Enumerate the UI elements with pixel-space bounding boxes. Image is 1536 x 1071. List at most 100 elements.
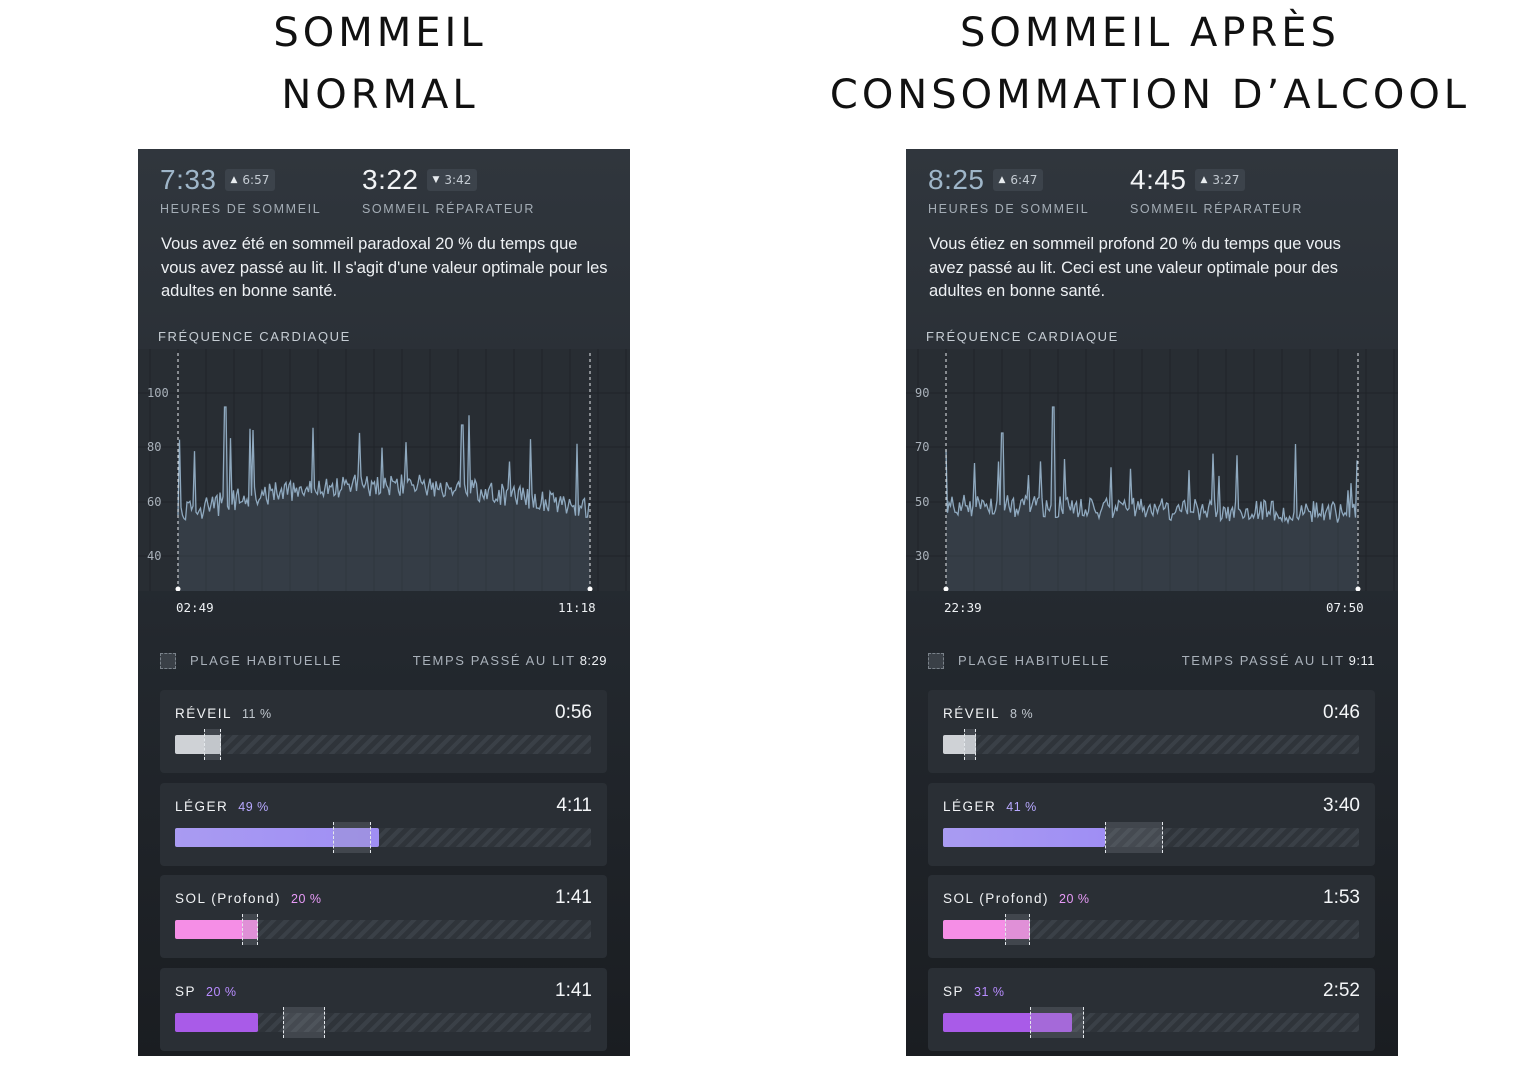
- restorative-badge-value: 3:42: [444, 173, 472, 187]
- y-tick-label: 80: [147, 440, 161, 454]
- start-marker-dot: [943, 586, 949, 591]
- stage-bar-track: [943, 1007, 1359, 1038]
- hours-comparison-badge: ▲ 6:47: [992, 169, 1044, 191]
- stage-duration: 2:52: [1323, 980, 1360, 1001]
- y-tick-label: 60: [147, 495, 161, 509]
- restorative-value: 3:22: [362, 164, 419, 195]
- y-tick-label: 50: [915, 495, 929, 509]
- stage-bar-fill: [175, 1013, 259, 1032]
- stage-name-label: LÉGER: [175, 799, 229, 814]
- stage-bar-fill: [943, 1013, 1072, 1032]
- stage-name: SP 31 %: [943, 984, 1005, 999]
- stage-name-label: LÉGER: [943, 799, 997, 814]
- sleep-description: Vous avez été en sommeil paradoxal 20 % …: [161, 235, 608, 300]
- stage-duration: 1:41: [555, 887, 592, 908]
- stage-card-light[interactable]: LÉGER 41 % 3:40: [928, 783, 1375, 866]
- stage-bar-fill: [175, 828, 379, 847]
- stage-name-label: RÉVEIL: [175, 706, 233, 721]
- title-alcohol: SOMMEIL APRÈS CONSOMMATION D’ALCOOL: [800, 2, 1500, 126]
- usual-range-marker: [333, 822, 371, 853]
- sleep-panel-alcohol: 8:25 ▲ 6:47 HEURES DE SOMMEIL 4:45 ▲ 3:27 SOMME…: [906, 149, 1398, 1056]
- stage-card-rem[interactable]: SP 20 % 1:41: [160, 968, 607, 1051]
- stage-bar-fill: [943, 920, 1031, 939]
- usual-range-marker: [1005, 914, 1031, 945]
- heart-rate-line: [945, 406, 1358, 525]
- usual-range-label: PLAGE HABITUELLE: [958, 653, 1111, 668]
- start-time-label: 02:49: [176, 600, 214, 615]
- restorative-badge-value: 3:27: [1212, 173, 1240, 187]
- start-time-label: 22:39: [944, 600, 982, 615]
- title-normal-line1: SOMMEIL: [273, 10, 487, 56]
- stage-name: SP 20 %: [175, 984, 237, 999]
- restorative-sleep-stat: 3:22 ▼ 3:42 SOMMEIL RÉPARATEUR: [362, 163, 535, 216]
- end-marker-dot: [1355, 586, 1361, 591]
- stage-name: LÉGER 49 %: [175, 799, 269, 814]
- time-in-bed: TEMPS PASSÉ AU LIT 8:29: [413, 653, 607, 668]
- stage-card-rem[interactable]: SP 31 % 2:52: [928, 968, 1375, 1051]
- stage-duration: 0:56: [555, 702, 592, 723]
- stage-duration: 1:53: [1323, 887, 1360, 908]
- stage-percentage: 31 %: [974, 985, 1005, 999]
- hours-value: 8:25: [928, 164, 985, 195]
- usual-range-marker: [1105, 822, 1164, 853]
- heart-rate-title: FRÉQUENCE CARDIAQUE: [158, 329, 351, 344]
- stage-name: RÉVEIL 11 %: [175, 706, 272, 721]
- stage-duration: 4:11: [556, 795, 592, 816]
- restorative-comparison-badge: ▲ 3:27: [1194, 169, 1246, 191]
- restorative-label: SOMMEIL RÉPARATEUR: [1130, 202, 1304, 216]
- stage-card-light[interactable]: LÉGER 49 % 4:11: [160, 783, 607, 866]
- triangle-down-icon: ▼: [432, 175, 440, 185]
- usual-range-marker: [204, 729, 221, 760]
- stage-card-deep[interactable]: SOL (Profond) 20 % 1:53: [928, 875, 1375, 958]
- stage-percentage: 20 %: [206, 985, 237, 999]
- title-normal-line2: NORMAL: [281, 72, 479, 118]
- start-marker-dot: [175, 586, 181, 591]
- usual-range-marker: [241, 914, 259, 945]
- restorative-label: SOMMEIL RÉPARATEUR: [362, 202, 536, 216]
- time-in-bed-value: 8:29: [579, 653, 607, 668]
- usual-range-marker: [283, 1007, 325, 1038]
- sleep-description: Vous étiez en sommeil profond 20 % du te…: [929, 235, 1341, 300]
- stage-bar-track: [943, 729, 1359, 760]
- stage-name-label: SP: [175, 984, 197, 999]
- stage-percentage: 49 %: [238, 800, 269, 814]
- stage-bar-track: [175, 914, 591, 945]
- heart-rate-area: [178, 407, 590, 591]
- restorative-sleep-stat: 4:45 ▲ 3:27 SOMMEIL RÉPARATEUR: [1130, 163, 1303, 216]
- legend-row: PLAGE HABITUELLE TEMPS PASSÉ AU LIT 9:11: [928, 652, 1375, 672]
- hours-badge-value: 6:47: [1010, 173, 1038, 187]
- stage-card-awake[interactable]: RÉVEIL 8 % 0:46: [928, 690, 1375, 773]
- restorative-comparison-badge: ▼ 3:42: [426, 169, 478, 191]
- y-tick-label: 90: [915, 386, 929, 400]
- hours-badge-value: 6:57: [242, 173, 270, 187]
- usual-range-label: PLAGE HABITUELLE: [190, 653, 343, 668]
- stage-bar-fill: [175, 920, 259, 939]
- stage-duration: 1:41: [555, 980, 592, 1001]
- triangle-up-icon: ▲: [998, 175, 1006, 185]
- stage-name-label: SOL (Profond): [943, 891, 1050, 906]
- stage-bar-track: [175, 822, 591, 853]
- chart-background: [906, 349, 1398, 591]
- stage-name-label: SP: [943, 984, 965, 999]
- usual-range-marker: [963, 729, 977, 760]
- time-in-bed-label: TEMPS PASSÉ AU LIT: [412, 653, 576, 668]
- heart-rate-line: [177, 406, 590, 521]
- stage-card-deep[interactable]: SOL (Profond) 20 % 1:41: [160, 875, 607, 958]
- stage-bar-fill: [943, 828, 1106, 847]
- title-alcohol-line1: SOMMEIL APRÈS: [960, 10, 1340, 56]
- stage-percentage: 41 %: [1006, 800, 1037, 814]
- stage-bar-fill: [943, 735, 977, 754]
- time-in-bed: TEMPS PASSÉ AU LIT 9:11: [1182, 653, 1375, 668]
- usual-range-swatch-icon: [160, 653, 176, 669]
- hours-comparison-badge: ▲ 6:57: [224, 169, 276, 191]
- usual-range-marker: [1030, 1007, 1085, 1038]
- title-normal: SOMMEIL NORMAL: [180, 2, 580, 126]
- stage-duration: 3:40: [1323, 795, 1360, 816]
- stage-card-awake[interactable]: RÉVEIL 11 % 0:56: [160, 690, 607, 773]
- hours-label: HEURES DE SOMMEIL: [160, 202, 322, 216]
- heart-rate-title: FRÉQUENCE CARDIAQUE: [926, 329, 1119, 344]
- stage-percentage: 20 %: [291, 892, 322, 906]
- sleep-hours-stat: 7:33 ▲ 6:57 HEURES DE SOMMEIL: [160, 163, 321, 216]
- y-tick-label: 30: [915, 549, 929, 563]
- sleep-panel-normal: 7:33 ▲ 6:57 HEURES DE SOMMEIL 3:22 ▼ 3:42 SOMME…: [138, 149, 630, 1056]
